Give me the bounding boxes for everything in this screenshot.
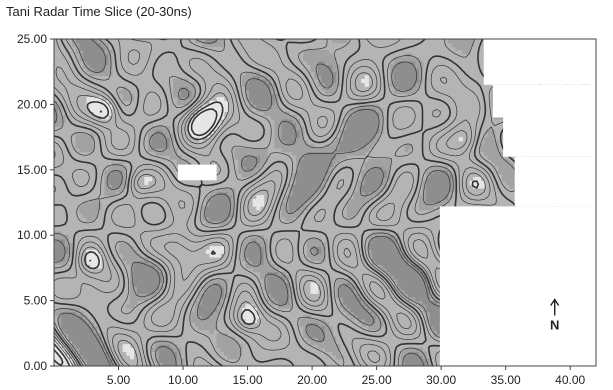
- y-tick-label: 0.00: [24, 359, 48, 373]
- north-arrow: N: [550, 298, 560, 333]
- y-tick-label: 20.00: [17, 97, 47, 111]
- x-tick-label: 35.00: [491, 373, 521, 387]
- north-arrow-label: N: [550, 318, 559, 333]
- x-tick-label: 25.00: [362, 373, 392, 387]
- no-data-mask: [177, 38, 597, 366]
- contour-level-7: [54, 108, 218, 366]
- no-data-region-0: [439, 206, 597, 366]
- chart-title: Tani Radar Time Slice (20-30ns): [6, 4, 192, 19]
- axis-ticks: 5.00 10.00 15.00 20.00 25.00 30.00 35.00 40.00 0…: [17, 32, 586, 387]
- x-tick-label: 20.00: [297, 373, 327, 387]
- x-tick-label: 15.00: [233, 373, 263, 387]
- no-data-region-1: [514, 156, 597, 207]
- no-data-region-4: [483, 38, 597, 85]
- north-arrow-icon: [550, 298, 560, 316]
- no-data-region-2: [503, 117, 597, 157]
- y-tick-label: 10.00: [17, 228, 47, 242]
- x-tick-label: 5.00: [107, 373, 131, 387]
- x-tick-label: 40.00: [555, 373, 585, 387]
- no-data-region-5: [177, 164, 217, 181]
- contour-level-5: [54, 48, 579, 366]
- y-tick-label: 5.00: [24, 294, 48, 308]
- x-tick-label: 30.00: [426, 373, 456, 387]
- x-tick-label: 10.00: [168, 373, 198, 387]
- y-tick-label: 15.00: [17, 163, 47, 177]
- plot-frame: [53, 38, 597, 367]
- no-data-region-3: [492, 84, 597, 118]
- y-tick-label: 25.00: [17, 32, 47, 46]
